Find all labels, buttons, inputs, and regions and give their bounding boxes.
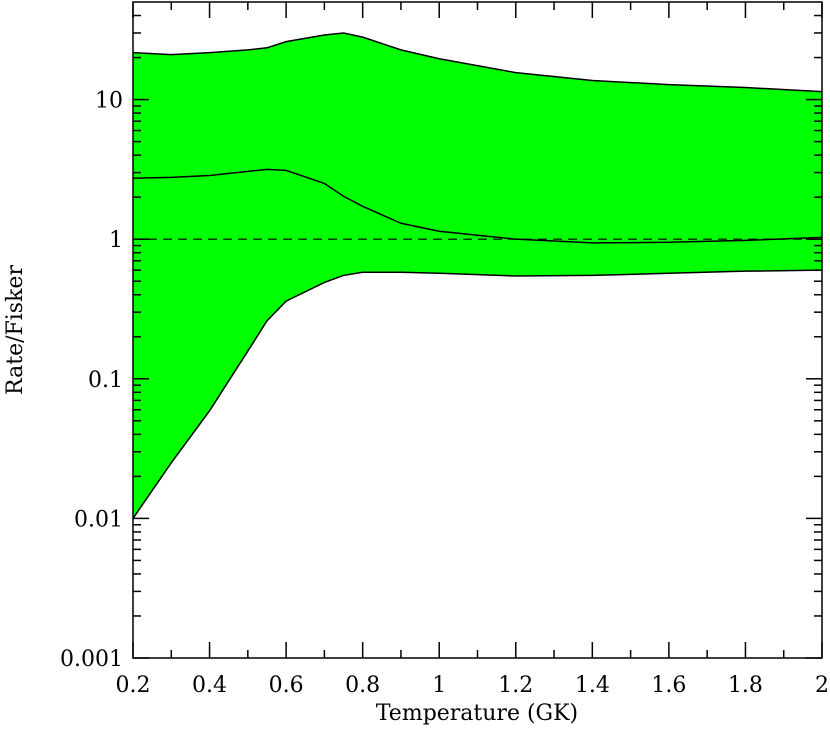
y-tick-label: 0.01 <box>74 507 123 532</box>
x-axis-label: Temperature (GK) <box>376 701 578 726</box>
x-tick-label: 1.4 <box>575 673 610 698</box>
x-tick-label: 1.2 <box>498 673 533 698</box>
y-tick-label: 0.1 <box>88 368 123 393</box>
x-tick-label: 0.8 <box>345 673 380 698</box>
x-tick-label: 1.8 <box>728 673 763 698</box>
y-tick-label: 1 <box>109 228 123 253</box>
band-fill <box>133 32 822 519</box>
x-tick-label: 2 <box>815 673 829 698</box>
x-tick-label: 1.6 <box>651 673 686 698</box>
upper-line <box>132 32 823 93</box>
y-tick-label: 10 <box>95 89 123 114</box>
x-tick-label: 0.2 <box>116 673 151 698</box>
median-line <box>132 168 823 244</box>
y-axis-label: Rate/Fisker <box>3 265 28 395</box>
x-tick-label: 1 <box>432 673 446 698</box>
x-tick-label: 0.6 <box>269 673 304 698</box>
lower-line <box>132 269 823 519</box>
x-tick-label: 0.4 <box>192 673 227 698</box>
y-tick-label: 0.001 <box>60 647 123 672</box>
